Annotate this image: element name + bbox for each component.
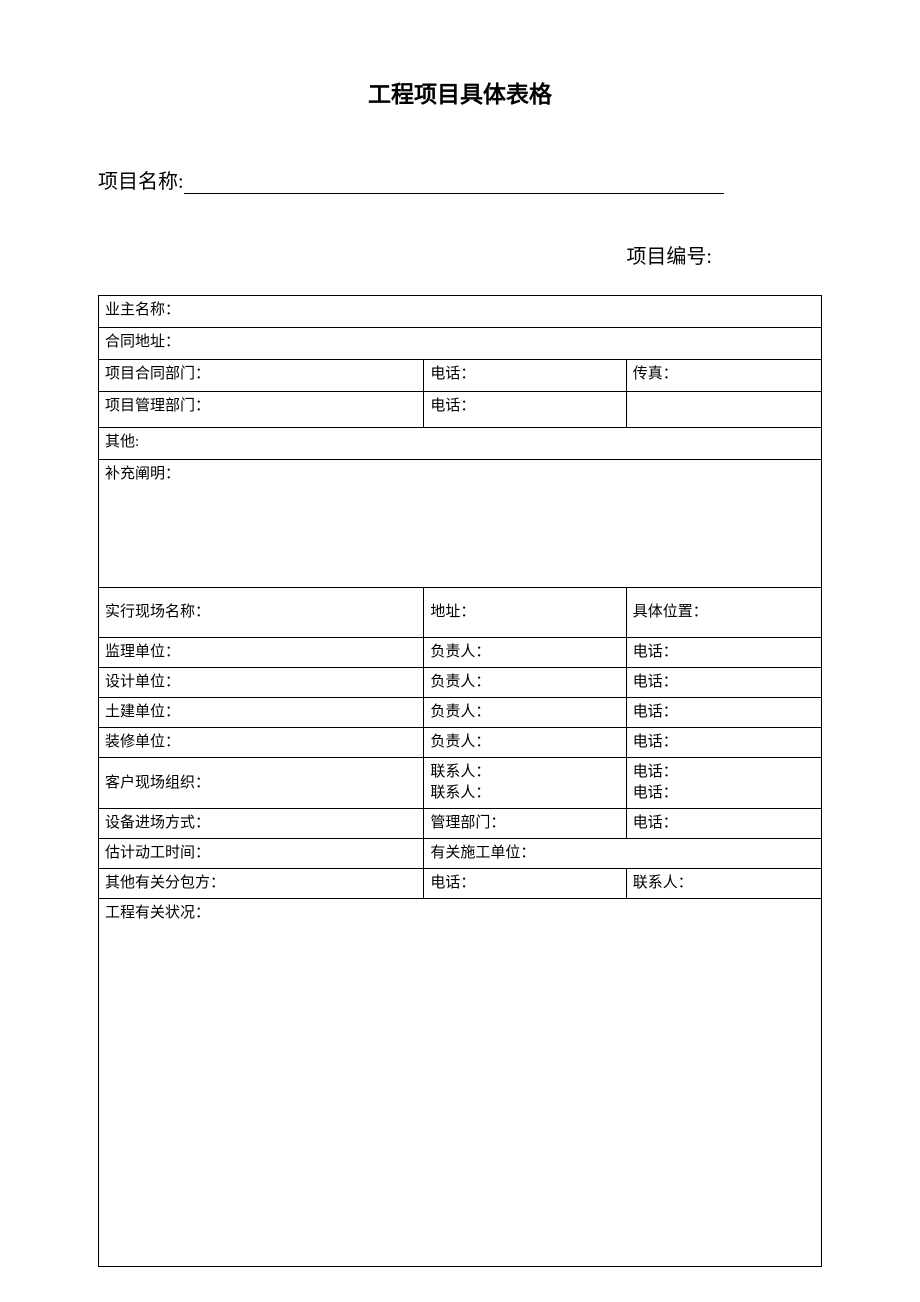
contract-dept-phone-cell: 电话：	[424, 360, 626, 392]
mgmt-dept-cell: 项目管理部门：	[99, 392, 424, 428]
project-form-table: 业主名称： 合同地址： 项目合同部门： 电话： 传真： 项目管理部门： 电话： …	[98, 295, 822, 1267]
design-phone-cell: 电话：	[626, 668, 821, 698]
mgmt-dept-empty-cell	[626, 392, 821, 428]
page-title: 工程项目具体表格	[98, 75, 822, 109]
form-page: 工程项目具体表格 项目名称: 项目编号: 业主名称： 合同地址： 项目合同部门：…	[0, 0, 920, 1302]
mgmt-dept-phone-cell: 电话：	[424, 392, 626, 428]
status-cell: 工程有关状况：	[99, 899, 822, 1267]
decoration-cell: 装修单位：	[99, 728, 424, 758]
civil-phone-cell: 电话：	[626, 698, 821, 728]
subcontractor-contact-cell: 联系人：	[626, 869, 821, 899]
equip-phone-cell: 电话：	[626, 809, 821, 839]
related-unit-cell: 有关施工单位：	[424, 839, 822, 869]
customer-phone-cell: 电话：电话：	[626, 758, 821, 809]
decoration-leader-cell: 负责人：	[424, 728, 626, 758]
contract-dept-fax-cell: 传真：	[626, 360, 821, 392]
decoration-phone-cell: 电话：	[626, 728, 821, 758]
other-cell: 其他:	[99, 428, 822, 460]
contract-address-cell: 合同地址：	[99, 328, 822, 360]
project-name-row: 项目名称:	[98, 165, 822, 194]
equip-mgmt-cell: 管理部门：	[424, 809, 626, 839]
supervision-leader-cell: 负责人：	[424, 638, 626, 668]
project-name-label: 项目名称:	[98, 165, 184, 194]
project-number-label: 项目编号:	[98, 240, 822, 269]
project-name-underline	[184, 176, 724, 194]
customer-contact-cell: 联系人：联系人：	[424, 758, 626, 809]
supervision-cell: 监理单位：	[99, 638, 424, 668]
equip-entry-cell: 设备进场方式：	[99, 809, 424, 839]
contract-dept-cell: 项目合同部门：	[99, 360, 424, 392]
owner-name-cell: 业主名称：	[99, 296, 822, 328]
subcontractor-cell: 其他有关分包方：	[99, 869, 424, 899]
notes-cell: 补充阐明：	[99, 460, 822, 588]
customer-org-cell: 客户现场组织：	[99, 758, 424, 809]
design-leader-cell: 负责人：	[424, 668, 626, 698]
start-time-cell: 估计动工时间：	[99, 839, 424, 869]
design-cell: 设计单位：	[99, 668, 424, 698]
civil-leader-cell: 负责人：	[424, 698, 626, 728]
site-position-cell: 具体位置：	[626, 588, 821, 638]
site-name-cell: 实行现场名称：	[99, 588, 424, 638]
civil-cell: 土建单位：	[99, 698, 424, 728]
site-address-cell: 地址：	[424, 588, 626, 638]
subcontractor-phone-cell: 电话：	[424, 869, 626, 899]
supervision-phone-cell: 电话：	[626, 638, 821, 668]
